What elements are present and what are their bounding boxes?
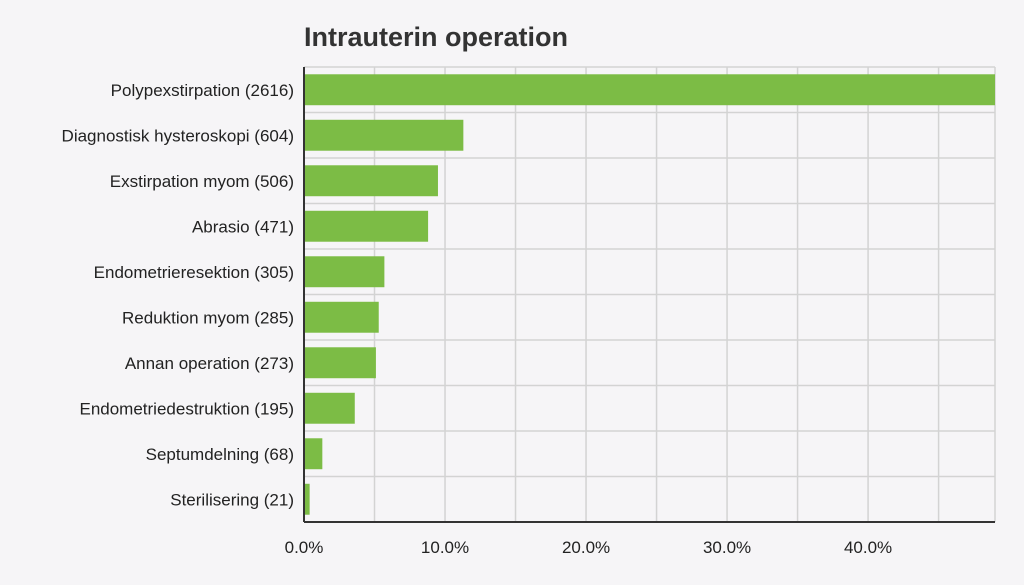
chart-title: Intrauterin operation bbox=[304, 22, 569, 52]
bar-2 bbox=[304, 165, 438, 197]
bar-8 bbox=[304, 438, 323, 470]
bar-6 bbox=[304, 347, 376, 379]
bar-1 bbox=[304, 119, 464, 151]
category-label: Abrasio (471) bbox=[192, 217, 294, 236]
bar-7 bbox=[304, 392, 355, 424]
category-label: Septumdelning (68) bbox=[146, 445, 294, 464]
category-label: Reduktion myom (285) bbox=[122, 308, 294, 327]
bar-9 bbox=[304, 483, 310, 515]
category-label: Polypexstirpation (2616) bbox=[111, 81, 294, 100]
x-tick-label: 20.0% bbox=[562, 538, 610, 557]
category-label: Endometriedestruktion (195) bbox=[79, 399, 294, 418]
category-label: Diagnostisk hysteroskopi (604) bbox=[62, 126, 294, 145]
bar-4 bbox=[304, 256, 385, 288]
x-tick-label: 40.0% bbox=[844, 538, 892, 557]
category-label: Endometrieresektion (305) bbox=[94, 263, 294, 282]
bar-5 bbox=[304, 301, 379, 333]
category-label: Sterilisering (21) bbox=[170, 490, 294, 509]
category-label: Annan operation (273) bbox=[125, 354, 294, 373]
x-tick-label: 10.0% bbox=[421, 538, 469, 557]
x-tick-label: 30.0% bbox=[703, 538, 751, 557]
bar-3 bbox=[304, 210, 429, 242]
bar-0 bbox=[304, 74, 995, 106]
category-label: Exstirpation myom (506) bbox=[110, 172, 294, 191]
x-tick-label: 0.0% bbox=[285, 538, 324, 557]
